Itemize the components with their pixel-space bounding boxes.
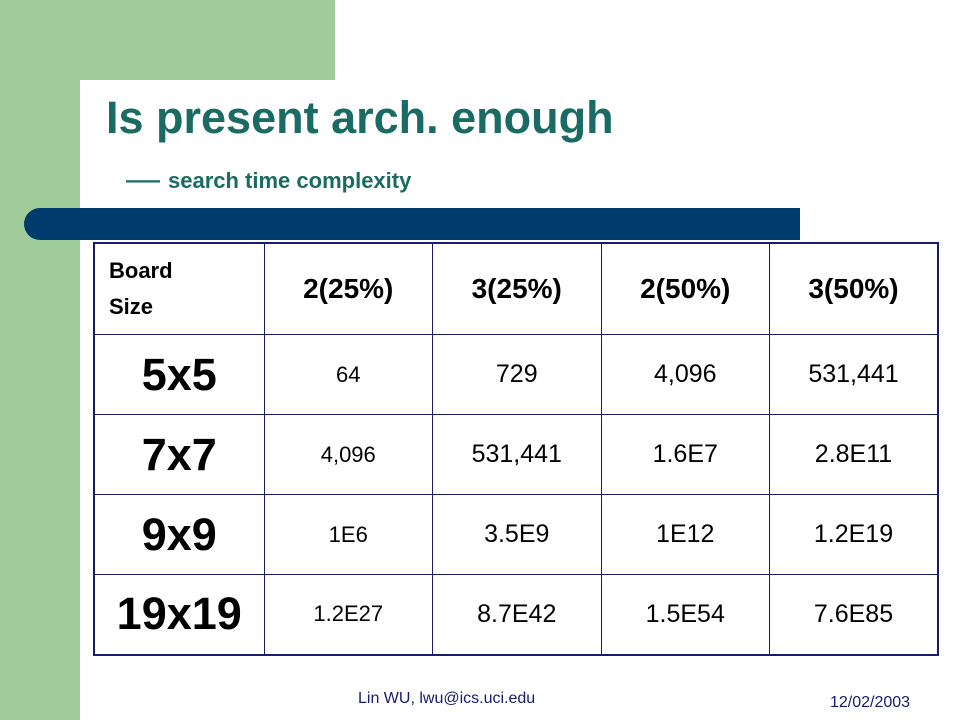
board-size-header-line2: Size [109,294,154,319]
table-cell: 4,096 [600,334,770,415]
subtitle-text: search time complexity [168,168,412,193]
board-size-header: Board Size [93,242,265,335]
table-cell: 1E6 [263,494,433,575]
table-row: 7x7 4,096 531,441 1.6E7 2.8E11 [93,414,939,495]
table-cell: 1.2E19 [769,494,939,575]
column-header: 3(50%) [769,242,939,335]
slide-subtitle: — search time complexity [126,160,411,199]
table-cell: 2.8E11 [769,414,939,495]
board-size-header-line1: Board [109,258,173,283]
column-header: 2(25%) [263,242,433,335]
row-label: 9x9 [93,494,265,575]
table-cell: 1.2E27 [263,574,433,655]
column-header: 3(25%) [432,242,602,335]
table-cell: 7.6E85 [769,574,939,655]
table-cell: 1.6E7 [600,414,770,495]
subtitle-dash: — [126,160,160,198]
table-cell: 531,441 [769,334,939,415]
complexity-table: Board Size 2(25%) 3(25%) 2(50%) 3(50%) 5… [93,242,939,656]
table-row: 19x19 1.2E27 8.7E42 1.5E54 7.6E85 [93,574,939,655]
table-cell: 1.5E54 [600,574,770,655]
table-cell: 4,096 [263,414,433,495]
table-header-row: Board Size 2(25%) 3(25%) 2(50%) 3(50%) [93,242,939,335]
table-cell: 729 [432,334,602,415]
row-label: 7x7 [93,414,265,495]
table-row: 5x5 64 729 4,096 531,441 [93,334,939,415]
green-side-strip [0,0,80,720]
table-cell: 8.7E42 [432,574,602,655]
footer-date: 12/02/2003 [830,694,911,711]
slide-title: Is present arch. enough [106,92,614,143]
row-label: 19x19 [93,574,265,655]
table-cell: 3.5E9 [432,494,602,575]
table-row: 9x9 1E6 3.5E9 1E12 1.2E19 [93,494,939,575]
table-cell: 531,441 [432,414,602,495]
table-cell: 1E12 [600,494,770,575]
green-top-band [0,0,335,80]
column-header: 2(50%) [600,242,770,335]
footer-author: Lin WU, lwu@ics.uci.edu [358,690,536,707]
row-label: 5x5 [93,334,265,415]
title-divider-bar [24,208,800,240]
table-cell: 64 [263,334,433,415]
